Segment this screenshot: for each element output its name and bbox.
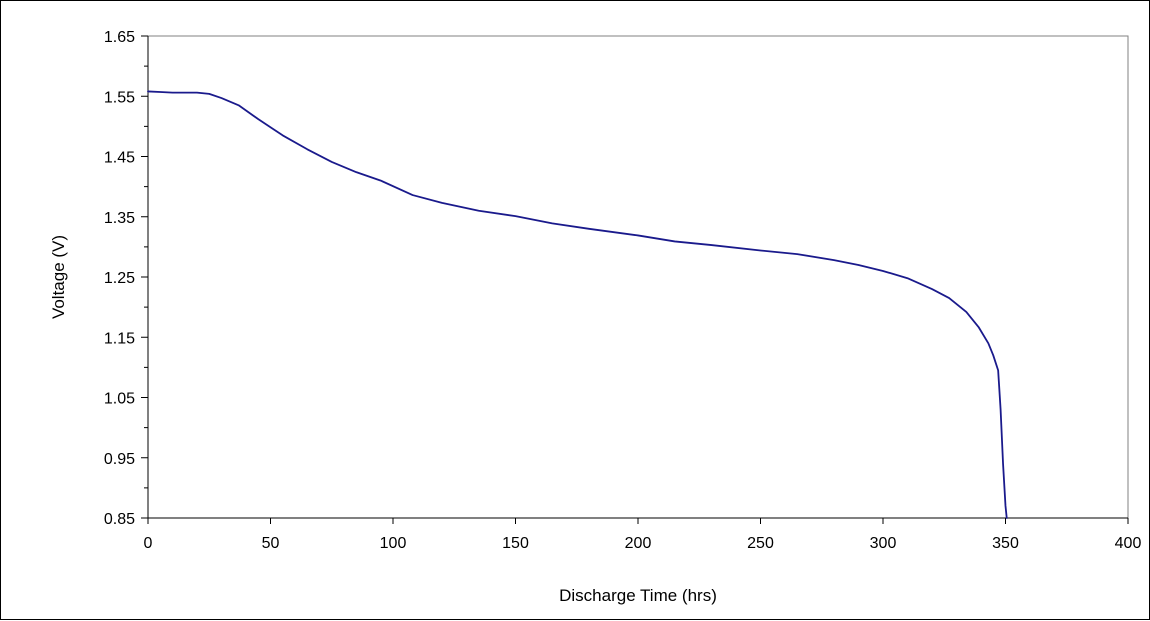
series-layer: [147, 90, 1008, 519]
y-axis-title: Voltage (V): [49, 235, 68, 319]
plot-area: [147, 35, 1129, 519]
y-tick-label: 1.05: [104, 391, 135, 408]
x-tick-label: 0: [144, 535, 153, 552]
x-axis: 0 50 100 150 200 250 300 350 400: [144, 517, 1142, 552]
series-line-0: [147, 90, 1008, 519]
y-tick-label: 0.85: [104, 511, 135, 528]
y-tick-label: 1.65: [104, 29, 135, 46]
y-tick-label: 1.55: [104, 89, 135, 106]
x-tick-label: 400: [1115, 535, 1142, 552]
x-tick-label: 150: [502, 535, 529, 552]
y-tick-label: 1.25: [104, 270, 135, 287]
y-tick-label: 0.95: [104, 451, 135, 468]
x-tick-label: 200: [625, 535, 652, 552]
x-tick-label: 50: [262, 535, 280, 552]
x-tick-label: 100: [380, 535, 407, 552]
x-tick-label: 250: [747, 535, 774, 552]
y-tick-label: 1.45: [104, 150, 135, 167]
y-axis: 1.65 1.55 1.45 1.35 1.25 1.15 1.05 0.95 0.85: [104, 29, 149, 528]
x-axis-title: Discharge Time (hrs): [559, 586, 717, 605]
y-tick-label: 1.15: [104, 330, 135, 347]
x-tick-label: 300: [870, 535, 897, 552]
y-tick-label: 1.35: [104, 210, 135, 227]
x-tick-label: 350: [992, 535, 1019, 552]
